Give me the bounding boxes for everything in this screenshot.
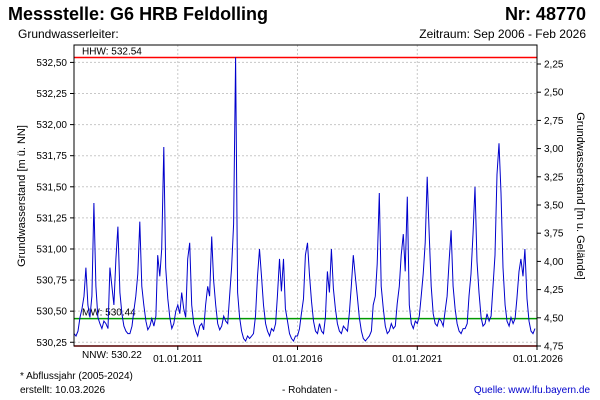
x-tick-label: 01.01.2021 [392,354,442,365]
plot-border [73,44,538,347]
y-tick-label: 531,75 [36,151,67,162]
grid-layer [74,45,538,346]
y-tick-label: 530,50 [36,307,67,318]
page-title: Messstelle: G6 HRB Feldolling [8,4,269,24]
y-tick-label: 531,00 [36,244,67,255]
station-number: Nr: 48770 [504,4,586,24]
y-tick-label-right: 3,25 [544,172,564,183]
y-tick-label: 531,25 [36,213,67,224]
raw-data-label: - Rohdaten - [282,385,338,396]
x-tick-label: 01.01.2026 [513,354,563,365]
y-tick-label-right: 2,50 [544,88,564,99]
period-label: Zeitraum: Sep 2006 - Feb 2026 [419,27,586,41]
y-tick-label-right: 4,00 [544,257,564,268]
y-tick-label-right: 3,75 [544,229,564,240]
footnote: * Abflussjahr (2005-2024) [20,371,133,382]
series-layer [73,57,536,342]
y-axis-title-right: Grundwasserstand [m u. Gelände] [574,112,586,280]
y-tick-label-right: 4,50 [544,313,564,324]
y-tick-label: 531,50 [36,182,67,193]
y-tick-label: 532,00 [36,120,67,131]
x-tick-label: 01.01.2011 [153,354,203,365]
y-tick-label: 530,75 [36,276,67,287]
reference-label-mw: MW: 530.44 [82,308,136,319]
series-line [73,57,536,342]
y-tick-label-right: 3,50 [544,201,564,212]
y-tick-label: 532,50 [36,58,67,69]
y-tick-label-right: 2,75 [544,116,564,127]
y-axis-title-left: Grundwasserstand [m ü. NN] [16,125,28,267]
y-tick-label-right: 3,00 [544,144,564,155]
reference-label-hhw: HHW: 532.54 [82,46,142,57]
source-link[interactable]: Quelle: www.lfu.bayern.de [473,385,590,396]
x-ticks: 01.01.2011 01.01.2016 01.01.2021 01.01.2026 [153,346,563,365]
y-ticks-left: 532,50 532,25 532,00 531,75 531,50 531,25 531,… [36,58,74,349]
reference-label-nnw: NNW: 530.22 [82,350,142,361]
x-tick-label: 01.01.2016 [272,354,322,365]
y-ticks-right: 2,25 2,50 2,75 3,00 3,25 3,50 3,75 4,00 4,25 4,50… [537,60,564,353]
y-tick-label-right: 4,75 [544,342,564,353]
plot-frame [73,44,538,347]
created-date: erstellt: 10.03.2026 [20,385,106,396]
y-tick-label: 530,25 [36,338,67,349]
aquifer-label: Grundwasserleiter: [18,27,119,41]
y-tick-label-right: 2,25 [544,60,564,71]
y-tick-label-right: 4,25 [544,285,564,296]
y-tick-label: 532,25 [36,89,67,100]
